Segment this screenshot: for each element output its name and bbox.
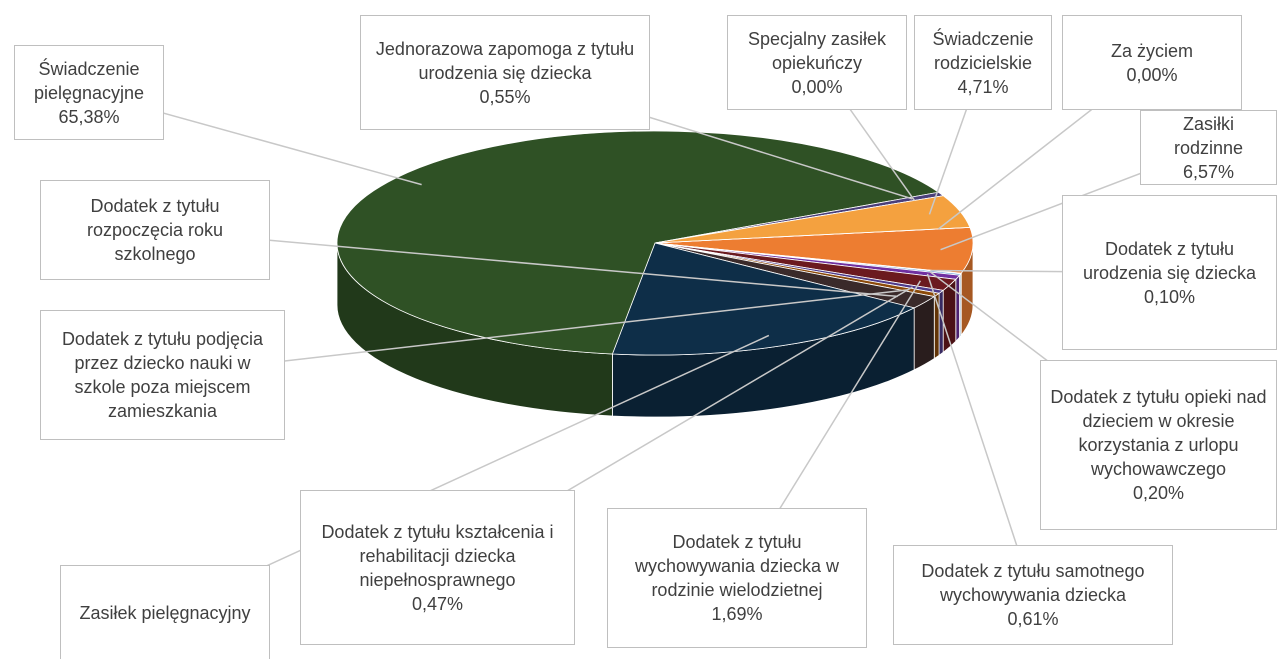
slice (654, 226, 974, 274)
data-label: Dodatek z tytułu urodzenia się dziecka 0,… (1062, 195, 1277, 350)
data-label: Za życiem 0,00% (1062, 15, 1242, 110)
value-label: 1,69% (711, 604, 763, 624)
category-label: Zasiłek pielęgnacyjny (79, 602, 251, 623)
category-label: Dodatek z tytułu kształcenia i rehabilit… (321, 521, 554, 590)
slice-side (955, 274, 960, 343)
category-label: Dodatek z tytułu samotnego wychowywania … (921, 561, 1145, 605)
category-label: Za życiem (1110, 40, 1193, 61)
slice (654, 227, 970, 244)
value-label: 65,38% (58, 106, 120, 127)
value-label: 0,00% (791, 76, 843, 97)
slice (611, 242, 916, 356)
value-label: 0,47% (411, 593, 464, 614)
category-label: Zasiłki rodzinne (1173, 113, 1244, 158)
category-label: Dodatek z tytułu wychowywania dziecka w … (634, 532, 840, 600)
data-label: Dodatek z tytułu opieki nad dzieciem w o… (1040, 360, 1277, 530)
data-label: Jednorazowa zapomoga z tytułu urodzenia … (360, 15, 650, 130)
slice-sides (336, 242, 974, 418)
data-label: Dodatek z tytułu podjęcia przez dziecko … (40, 310, 285, 440)
data-label: Dodatek z tytułu wychowywania dziecka w … (607, 508, 867, 648)
value-label: 0,61% (1007, 609, 1059, 629)
data-label: Specjalny zasiłek opiekuńczy 0,00% (727, 15, 907, 110)
category-label: Specjalny zasiłek opiekuńczy (747, 28, 887, 73)
category-label: Dodatek z tytułu urodzenia się dziecka (1082, 238, 1257, 283)
category-label: Dodatek z tytułu rozpoczęcia roku szkoln… (86, 196, 224, 264)
data-label: Świadczenie rodzicielskie 4,71% (914, 15, 1052, 110)
value-label: 0,55% (479, 86, 531, 107)
leader-lines (88, 61, 1209, 614)
data-label: Zasiłki rodzinne 6,57% (1140, 110, 1277, 185)
data-label: Dodatek z tytułu rozpoczęcia roku szkoln… (40, 180, 270, 280)
data-label: Dodatek z tytułu samotnego wychowywania … (893, 545, 1173, 645)
category-label: Świadczenie pielęgnacyjne (33, 58, 145, 103)
leader-line (154, 229, 898, 298)
slice-side (913, 295, 935, 371)
category-label: Świadczenie rodzicielskie (932, 28, 1034, 73)
slice-side (938, 289, 944, 357)
slice-tops (336, 130, 974, 356)
category-label: Dodatek z tytułu opieki nad dzieciem w o… (1050, 387, 1267, 479)
data-label: Zasiłek pielęgnacyjny (60, 565, 270, 659)
value-label: 0,20% (1132, 483, 1185, 503)
value-label: 0,10% (1143, 286, 1196, 307)
category-label: Dodatek z tytułu podjęcia przez dziecko … (61, 329, 264, 421)
category-label: Jednorazowa zapomoga z tytułu urodzenia … (375, 38, 635, 83)
data-label: Dodatek z tytułu kształcenia i rehabilit… (300, 490, 575, 645)
data-label: Świadczenie pielęgnacyjne 65,38% (14, 45, 164, 140)
value-label: 4,71% (957, 76, 1009, 97)
value-label: 0,00% (1126, 64, 1178, 85)
leader-line (926, 273, 1034, 596)
leader-line (162, 289, 909, 376)
value-label: 6,57% (1182, 161, 1235, 182)
